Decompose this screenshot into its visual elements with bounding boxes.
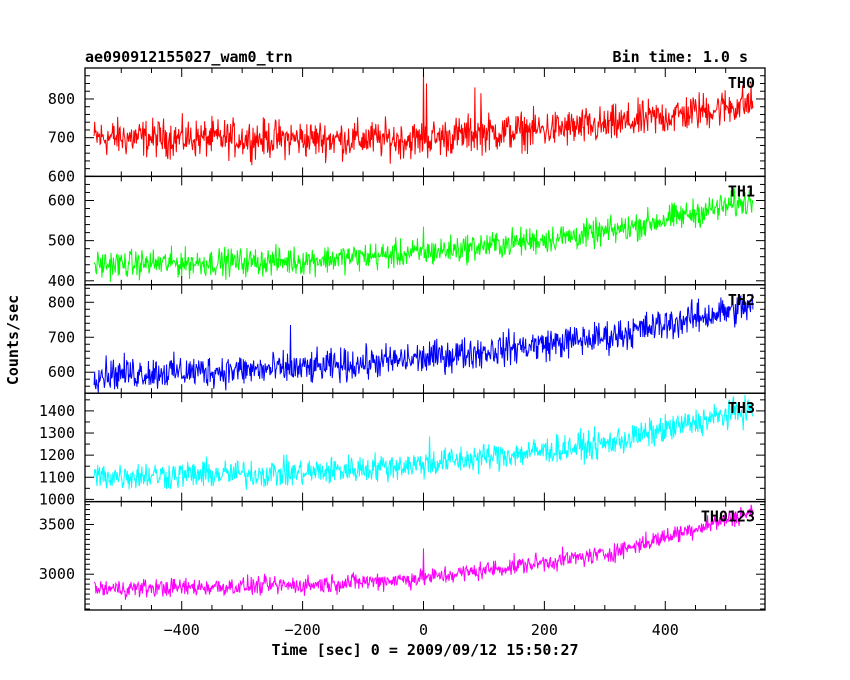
series-line-th3 [93, 394, 754, 490]
x-tick-label: −200 [285, 621, 321, 639]
panel-label: TH3 [728, 399, 755, 417]
panel-stack: 600 700 800 TH0 400 500 600 TH1 600 700 800 TH2 1000… [39, 67, 766, 639]
series-line-th2 [93, 294, 754, 394]
y-tick-label: 700 [48, 129, 75, 147]
panel-frame [84, 500, 766, 611]
x-tick-label: 0 [419, 621, 428, 639]
panel-th0123: 3000 3500 TH0123 [39, 500, 766, 611]
y-tick-label: 600 [48, 363, 75, 381]
y-tick-label: 1100 [39, 468, 75, 486]
chart-title: ae090912155027_wam0_trn [85, 48, 293, 66]
y-tick-label: 1000 [39, 490, 75, 508]
panel-frame [84, 175, 766, 286]
panel-th2: 600 700 800 TH2 [48, 284, 766, 394]
panel-label: TH0 [728, 74, 755, 92]
x-tick-label: 400 [652, 621, 679, 639]
series-line-th0 [93, 68, 754, 166]
y-tick-label: 3000 [39, 565, 75, 583]
y-tick-label: 1200 [39, 446, 75, 464]
y-tick-label: 600 [48, 191, 75, 209]
panel-label: TH0123 [701, 508, 755, 526]
panel-label: TH2 [728, 291, 755, 309]
y-tick-label: 3500 [39, 515, 75, 533]
x-tick-label: −400 [164, 621, 200, 639]
y-tick-label: 600 [48, 167, 75, 185]
y-tick-label: 800 [48, 293, 75, 311]
panel-th1: 400 500 600 TH1 [48, 175, 766, 290]
y-tick-label: 700 [48, 328, 75, 346]
panel-label: TH1 [728, 182, 755, 200]
x-axis-label: Time [sec] 0 = 2009/09/12 15:50:27 [271, 641, 578, 659]
y-tick-label: 1300 [39, 424, 75, 442]
y-tick-label: 800 [48, 90, 75, 108]
panel-frame [84, 392, 766, 503]
y-tick-label: 1400 [39, 402, 75, 420]
y-axis-label: Counts/sec [4, 295, 22, 385]
panel-th3: 1000 1100 1200 1300 1400 TH3 [39, 392, 766, 508]
y-tick-label: 400 [48, 272, 75, 290]
panel-th0: 600 700 800 TH0 [48, 67, 766, 185]
x-tick-label: 200 [531, 621, 558, 639]
series-line-th1 [93, 188, 754, 282]
series-line-th0123 [93, 504, 754, 600]
bin-time-label: Bin time: 1.0 s [613, 48, 748, 66]
y-tick-label: 500 [48, 232, 75, 250]
